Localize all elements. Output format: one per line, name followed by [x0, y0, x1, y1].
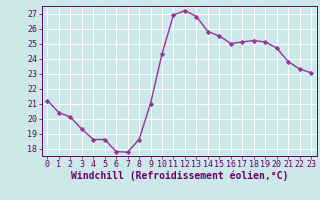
X-axis label: Windchill (Refroidissement éolien,°C): Windchill (Refroidissement éolien,°C)	[70, 171, 288, 181]
